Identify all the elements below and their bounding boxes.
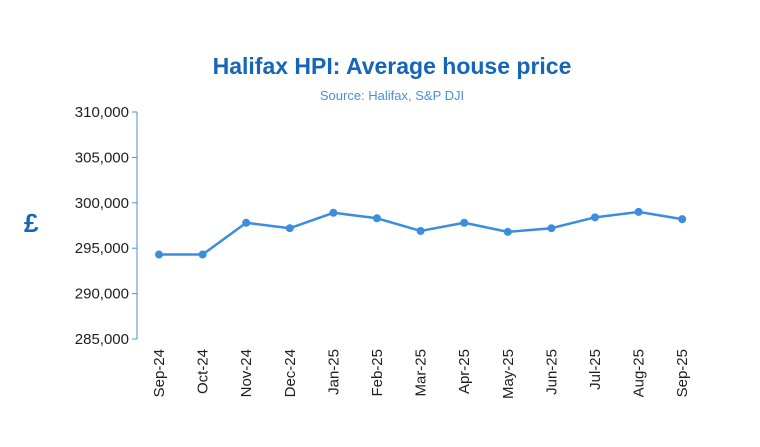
x-tick-label: Apr-25 bbox=[456, 349, 473, 394]
y-tick-label: 310,000 bbox=[75, 104, 129, 121]
x-axis: Sep-24 Oct-24 Nov-24 Dec-24 Jan-25 Feb-25 Mar-… bbox=[151, 349, 691, 399]
y-tick-label: 305,000 bbox=[75, 149, 129, 166]
y-tick-label: 295,000 bbox=[75, 240, 129, 257]
y-tick-label: 300,000 bbox=[75, 195, 129, 212]
data-point bbox=[634, 207, 643, 216]
x-tick-label: Oct-24 bbox=[195, 349, 212, 394]
x-tick-label: Dec-24 bbox=[282, 349, 299, 397]
x-tick-label: Sep-25 bbox=[674, 349, 691, 397]
x-tick-label: Aug-25 bbox=[631, 349, 648, 397]
x-tick-label: May-25 bbox=[500, 349, 517, 399]
data-point bbox=[242, 218, 251, 227]
x-tick-label: Feb-25 bbox=[369, 349, 386, 397]
x-tick-label: Jan-25 bbox=[325, 349, 342, 395]
y-axis: 310,000 305,000 300,000 295,000 290,000 285,0… bbox=[75, 104, 138, 348]
chart-title: Halifax HPI: Average house price bbox=[212, 53, 572, 79]
data-point bbox=[547, 224, 556, 233]
data-point bbox=[416, 226, 425, 235]
x-tick-label: Jun-25 bbox=[543, 349, 560, 395]
data-point bbox=[591, 213, 599, 222]
x-tick-label: Nov-24 bbox=[238, 349, 255, 397]
data-point bbox=[373, 214, 381, 223]
x-tick-label: Mar-25 bbox=[413, 349, 430, 397]
series-layer bbox=[155, 207, 687, 259]
data-point bbox=[198, 250, 207, 259]
data-point bbox=[678, 215, 687, 224]
data-point bbox=[285, 224, 294, 233]
y-tick-label: 285,000 bbox=[75, 331, 129, 348]
data-point bbox=[155, 250, 163, 259]
data-point bbox=[460, 218, 469, 227]
y-axis-unit-label: £ bbox=[24, 208, 39, 238]
x-tick-label: Sep-24 bbox=[151, 349, 168, 397]
data-point bbox=[329, 208, 338, 217]
data-point bbox=[503, 227, 512, 236]
chart-subtitle: Source: Halifax, S&P DJI bbox=[319, 88, 465, 103]
x-tick-label: Jul-25 bbox=[587, 349, 604, 390]
y-tick-label: 290,000 bbox=[75, 286, 129, 303]
